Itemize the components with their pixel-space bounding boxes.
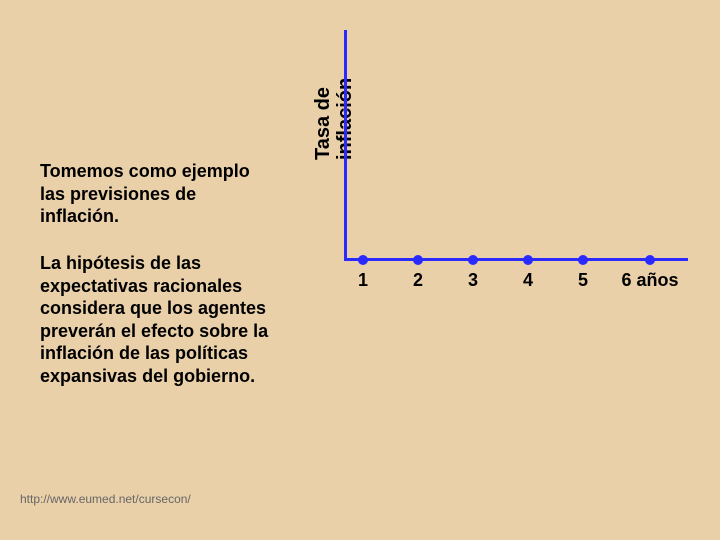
- y-axis: [344, 30, 347, 261]
- tick-dot: [468, 255, 478, 265]
- tick-label: 2: [403, 270, 433, 291]
- tick-label: 1: [348, 270, 378, 291]
- paragraph-1: Tomemos como ejemplo las previsiones de …: [40, 160, 260, 228]
- tick-dot: [578, 255, 588, 265]
- slide: Tomemos como ejemplo las previsiones de …: [0, 0, 720, 540]
- y-axis-label: Tasa de inflación: [312, 78, 356, 160]
- tick-label: 5: [568, 270, 598, 291]
- x-axis: [344, 258, 688, 261]
- tick-dot: [358, 255, 368, 265]
- tick-label: 6 años: [610, 270, 690, 291]
- tick-dot: [645, 255, 655, 265]
- y-axis-label-line1: Tasa de: [312, 87, 334, 160]
- tick-dot: [523, 255, 533, 265]
- paragraph-2: La hipótesis de las expectativas raciona…: [40, 252, 270, 387]
- footer-url: http://www.eumed.net/cursecon/: [20, 492, 191, 506]
- inflation-chart: Tasa de inflación 1 2 3 4 5 6 años: [268, 20, 698, 310]
- tick-label: 4: [513, 270, 543, 291]
- tick-label: 3: [458, 270, 488, 291]
- tick-dot: [413, 255, 423, 265]
